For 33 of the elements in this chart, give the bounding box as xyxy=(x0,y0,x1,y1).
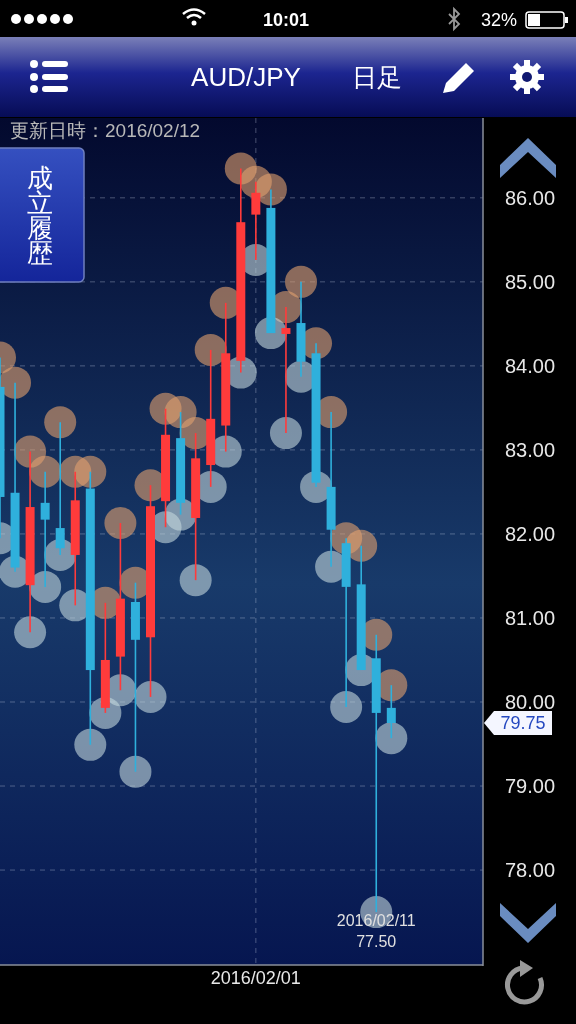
annotation: 成立履歴 xyxy=(27,163,53,268)
y-tick-label: 84.00 xyxy=(505,354,556,377)
point xyxy=(74,728,107,761)
y-tick-label: 86.00 xyxy=(505,186,556,209)
point xyxy=(14,616,47,649)
text: 10:01 xyxy=(262,10,310,30)
chart-subtitle: 日足 xyxy=(352,63,402,91)
y-tick-label: 82.00 xyxy=(505,522,556,545)
point xyxy=(119,755,152,788)
point xyxy=(134,680,167,713)
point xyxy=(375,722,408,755)
chart-title: AUD/JPY xyxy=(191,62,301,92)
point xyxy=(29,455,62,488)
y-tick-label: 81.00 xyxy=(505,606,556,629)
annotation: 更新日時：2016/02/12 xyxy=(10,119,201,141)
point xyxy=(104,507,137,540)
y-tick-label: 78.00 xyxy=(505,859,556,882)
y-tick-label: 85.00 xyxy=(505,270,556,293)
text: 79.75 xyxy=(500,713,546,733)
x-tick-label: 2016/02/01 xyxy=(210,968,301,988)
point xyxy=(74,455,107,488)
y-tick-label: 79.00 xyxy=(505,775,556,798)
text: 32% xyxy=(480,10,517,30)
point xyxy=(285,265,317,298)
y-tick-label: 83.00 xyxy=(505,438,556,461)
point xyxy=(179,564,212,597)
point xyxy=(330,691,363,724)
annotation: 2016/02/11 77.50 xyxy=(336,912,416,951)
point xyxy=(269,417,302,450)
point xyxy=(44,406,77,439)
y-tick-label: 80.00 xyxy=(505,690,556,713)
point xyxy=(254,173,287,206)
point xyxy=(0,366,32,399)
